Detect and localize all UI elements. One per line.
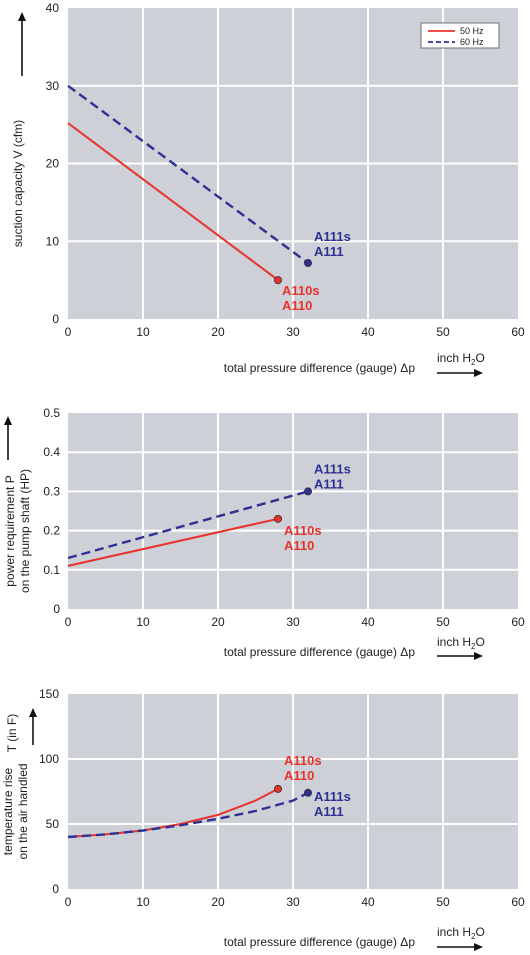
y-tick-label: 10 bbox=[46, 234, 60, 248]
y-tick-label: 30 bbox=[46, 79, 60, 93]
x-tick-label: 30 bbox=[286, 325, 300, 339]
x-axis-label: total pressure difference (gauge) Δp bbox=[224, 361, 416, 375]
y-tick-label: 40 bbox=[46, 1, 60, 15]
x-axis-arrowhead bbox=[474, 943, 483, 951]
legend-entry: 50 Hz bbox=[460, 26, 484, 36]
x-tick-label: 40 bbox=[361, 615, 375, 629]
x-tick-label: 60 bbox=[511, 615, 525, 629]
y-tick-label: 50 bbox=[46, 817, 60, 831]
x-axis-label: total pressure difference (gauge) Δp bbox=[224, 645, 416, 659]
series-end-label: A111 bbox=[314, 804, 344, 819]
x-axis-unit: inch H2O bbox=[437, 635, 485, 651]
series-end-label: A111s bbox=[314, 461, 351, 476]
y-tick-label: 20 bbox=[46, 157, 60, 171]
x-tick-label: 0 bbox=[65, 325, 72, 339]
x-axis-arrowhead bbox=[474, 369, 483, 377]
y-axis-label: temperature rise bbox=[1, 767, 15, 855]
y-axis-arrowhead bbox=[4, 416, 12, 425]
series-end-label: A110 bbox=[284, 538, 314, 553]
y-tick-label: 0 bbox=[53, 602, 60, 616]
y-axis-arrowhead bbox=[29, 708, 37, 717]
series-line-1 bbox=[67, 517, 279, 567]
series-end-label: A110 bbox=[282, 298, 312, 313]
series-end-label: A111s bbox=[314, 789, 351, 804]
y-axis-arrowhead bbox=[18, 12, 26, 21]
x-axis-unit: inch H2O bbox=[437, 351, 485, 367]
series-end-label: A110 bbox=[284, 768, 314, 783]
y-tick-label: 0 bbox=[52, 312, 59, 326]
x-tick-label: 0 bbox=[65, 895, 72, 909]
x-tick-label: 60 bbox=[511, 895, 525, 909]
x-tick-label: 20 bbox=[211, 325, 225, 339]
legend-box bbox=[420, 22, 500, 49]
y-tick-label: 0.5 bbox=[43, 406, 60, 420]
x-tick-label: 30 bbox=[286, 895, 300, 909]
x-tick-label: 20 bbox=[211, 615, 225, 629]
series-end-label: A110s bbox=[282, 283, 320, 298]
x-tick-label: 10 bbox=[136, 895, 150, 909]
y-tick-label: 0 bbox=[52, 882, 59, 896]
x-tick-label: 40 bbox=[361, 895, 375, 909]
y-tick-label: 150 bbox=[39, 687, 59, 701]
series-end-point bbox=[273, 784, 282, 793]
y-tick-label: 100 bbox=[39, 752, 59, 766]
chart-2: 0 10 20 30 40 50 60 0 0.1 0.2 0.3 0.4 0.5 total press… bbox=[3, 406, 525, 660]
series-end-label: A111 bbox=[314, 244, 344, 259]
x-tick-label: 10 bbox=[136, 325, 150, 339]
y-axis-label: on the air handled bbox=[16, 763, 30, 859]
y-tick-label: 0.2 bbox=[43, 524, 60, 538]
x-tick-label: 40 bbox=[361, 325, 375, 339]
chart-3: 0 10 20 30 40 50 60 0 50 100 150 total pressure dif… bbox=[1, 687, 525, 951]
x-axis-arrowhead bbox=[474, 652, 483, 660]
series-end-label: A111 bbox=[314, 476, 344, 491]
series-line-2 bbox=[67, 84, 309, 264]
x-tick-label: 60 bbox=[511, 325, 525, 339]
series-end-point bbox=[273, 276, 282, 285]
x-tick-label: 50 bbox=[436, 895, 450, 909]
x-tick-label: 10 bbox=[136, 615, 150, 629]
y-tick-label: 0.3 bbox=[43, 484, 60, 498]
chart-1: 0 10 20 30 40 50 60 0 10 20 30 40 total pressure dif… bbox=[11, 1, 525, 377]
x-tick-label: 50 bbox=[436, 325, 450, 339]
series-end-point bbox=[303, 259, 312, 268]
x-tick-label: 30 bbox=[286, 615, 300, 629]
series-end-point bbox=[273, 514, 282, 523]
series-end-label: A110s bbox=[284, 523, 322, 538]
x-axis-unit: inch H2O bbox=[437, 925, 485, 941]
y-axis-label: suction capacity V (cfm) bbox=[11, 120, 25, 247]
x-tick-label: 50 bbox=[436, 615, 450, 629]
x-tick-label: 20 bbox=[211, 895, 225, 909]
y-axis-label: power requirement P bbox=[3, 475, 17, 586]
y-axis-label: on the pump shaft (HP) bbox=[18, 469, 32, 593]
legend-entry: 60 Hz bbox=[460, 37, 484, 47]
series-end-label: A110s bbox=[284, 753, 322, 768]
series-end-point bbox=[303, 487, 312, 496]
y-tick-label: 0.4 bbox=[43, 445, 60, 459]
series-end-point bbox=[303, 788, 312, 797]
series-line-1 bbox=[67, 788, 279, 838]
x-axis-label: total pressure difference (gauge) Δp bbox=[224, 935, 416, 949]
x-tick-label: 0 bbox=[65, 615, 72, 629]
series-line-1 bbox=[67, 122, 279, 281]
y-axis-label-top: T (in F) bbox=[5, 714, 19, 752]
series-line-2 bbox=[67, 791, 309, 839]
y-tick-label: 0.1 bbox=[43, 563, 60, 577]
series-end-label: A111s bbox=[314, 229, 351, 244]
